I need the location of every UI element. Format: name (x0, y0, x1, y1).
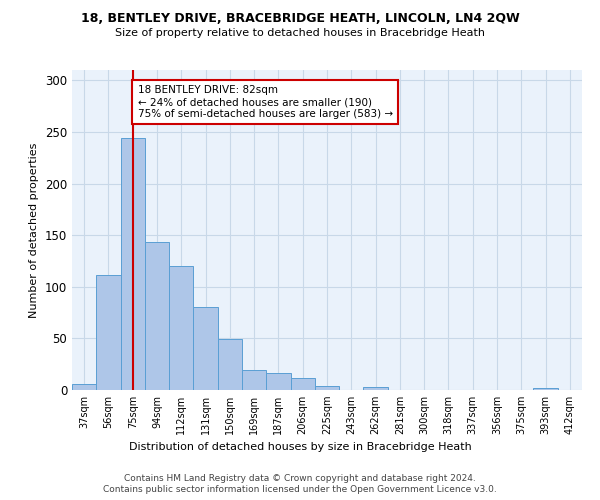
Text: Distribution of detached houses by size in Bracebridge Heath: Distribution of detached houses by size … (128, 442, 472, 452)
Bar (290, 378, 315, 390)
Text: 18 BENTLEY DRIVE: 82sqm
← 24% of detached houses are smaller (190)
75% of semi-d: 18 BENTLEY DRIVE: 82sqm ← 24% of detache… (137, 86, 392, 118)
Bar (72, 384, 96, 390)
Bar (96, 276, 121, 390)
Bar (242, 370, 266, 390)
Text: Contains HM Land Registry data © Crown copyright and database right 2024.: Contains HM Land Registry data © Crown c… (124, 474, 476, 483)
Bar (266, 374, 290, 390)
Bar (193, 308, 218, 390)
Bar (315, 386, 339, 390)
Bar (169, 266, 193, 390)
Y-axis label: Number of detached properties: Number of detached properties (29, 142, 40, 318)
Bar (533, 388, 558, 390)
Text: Size of property relative to detached houses in Bracebridge Heath: Size of property relative to detached ho… (115, 28, 485, 38)
Bar (218, 340, 242, 390)
Bar (121, 138, 145, 390)
Bar (145, 242, 169, 390)
Bar (364, 387, 388, 390)
Text: 18, BENTLEY DRIVE, BRACEBRIDGE HEATH, LINCOLN, LN4 2QW: 18, BENTLEY DRIVE, BRACEBRIDGE HEATH, LI… (80, 12, 520, 26)
Text: Contains public sector information licensed under the Open Government Licence v3: Contains public sector information licen… (103, 485, 497, 494)
